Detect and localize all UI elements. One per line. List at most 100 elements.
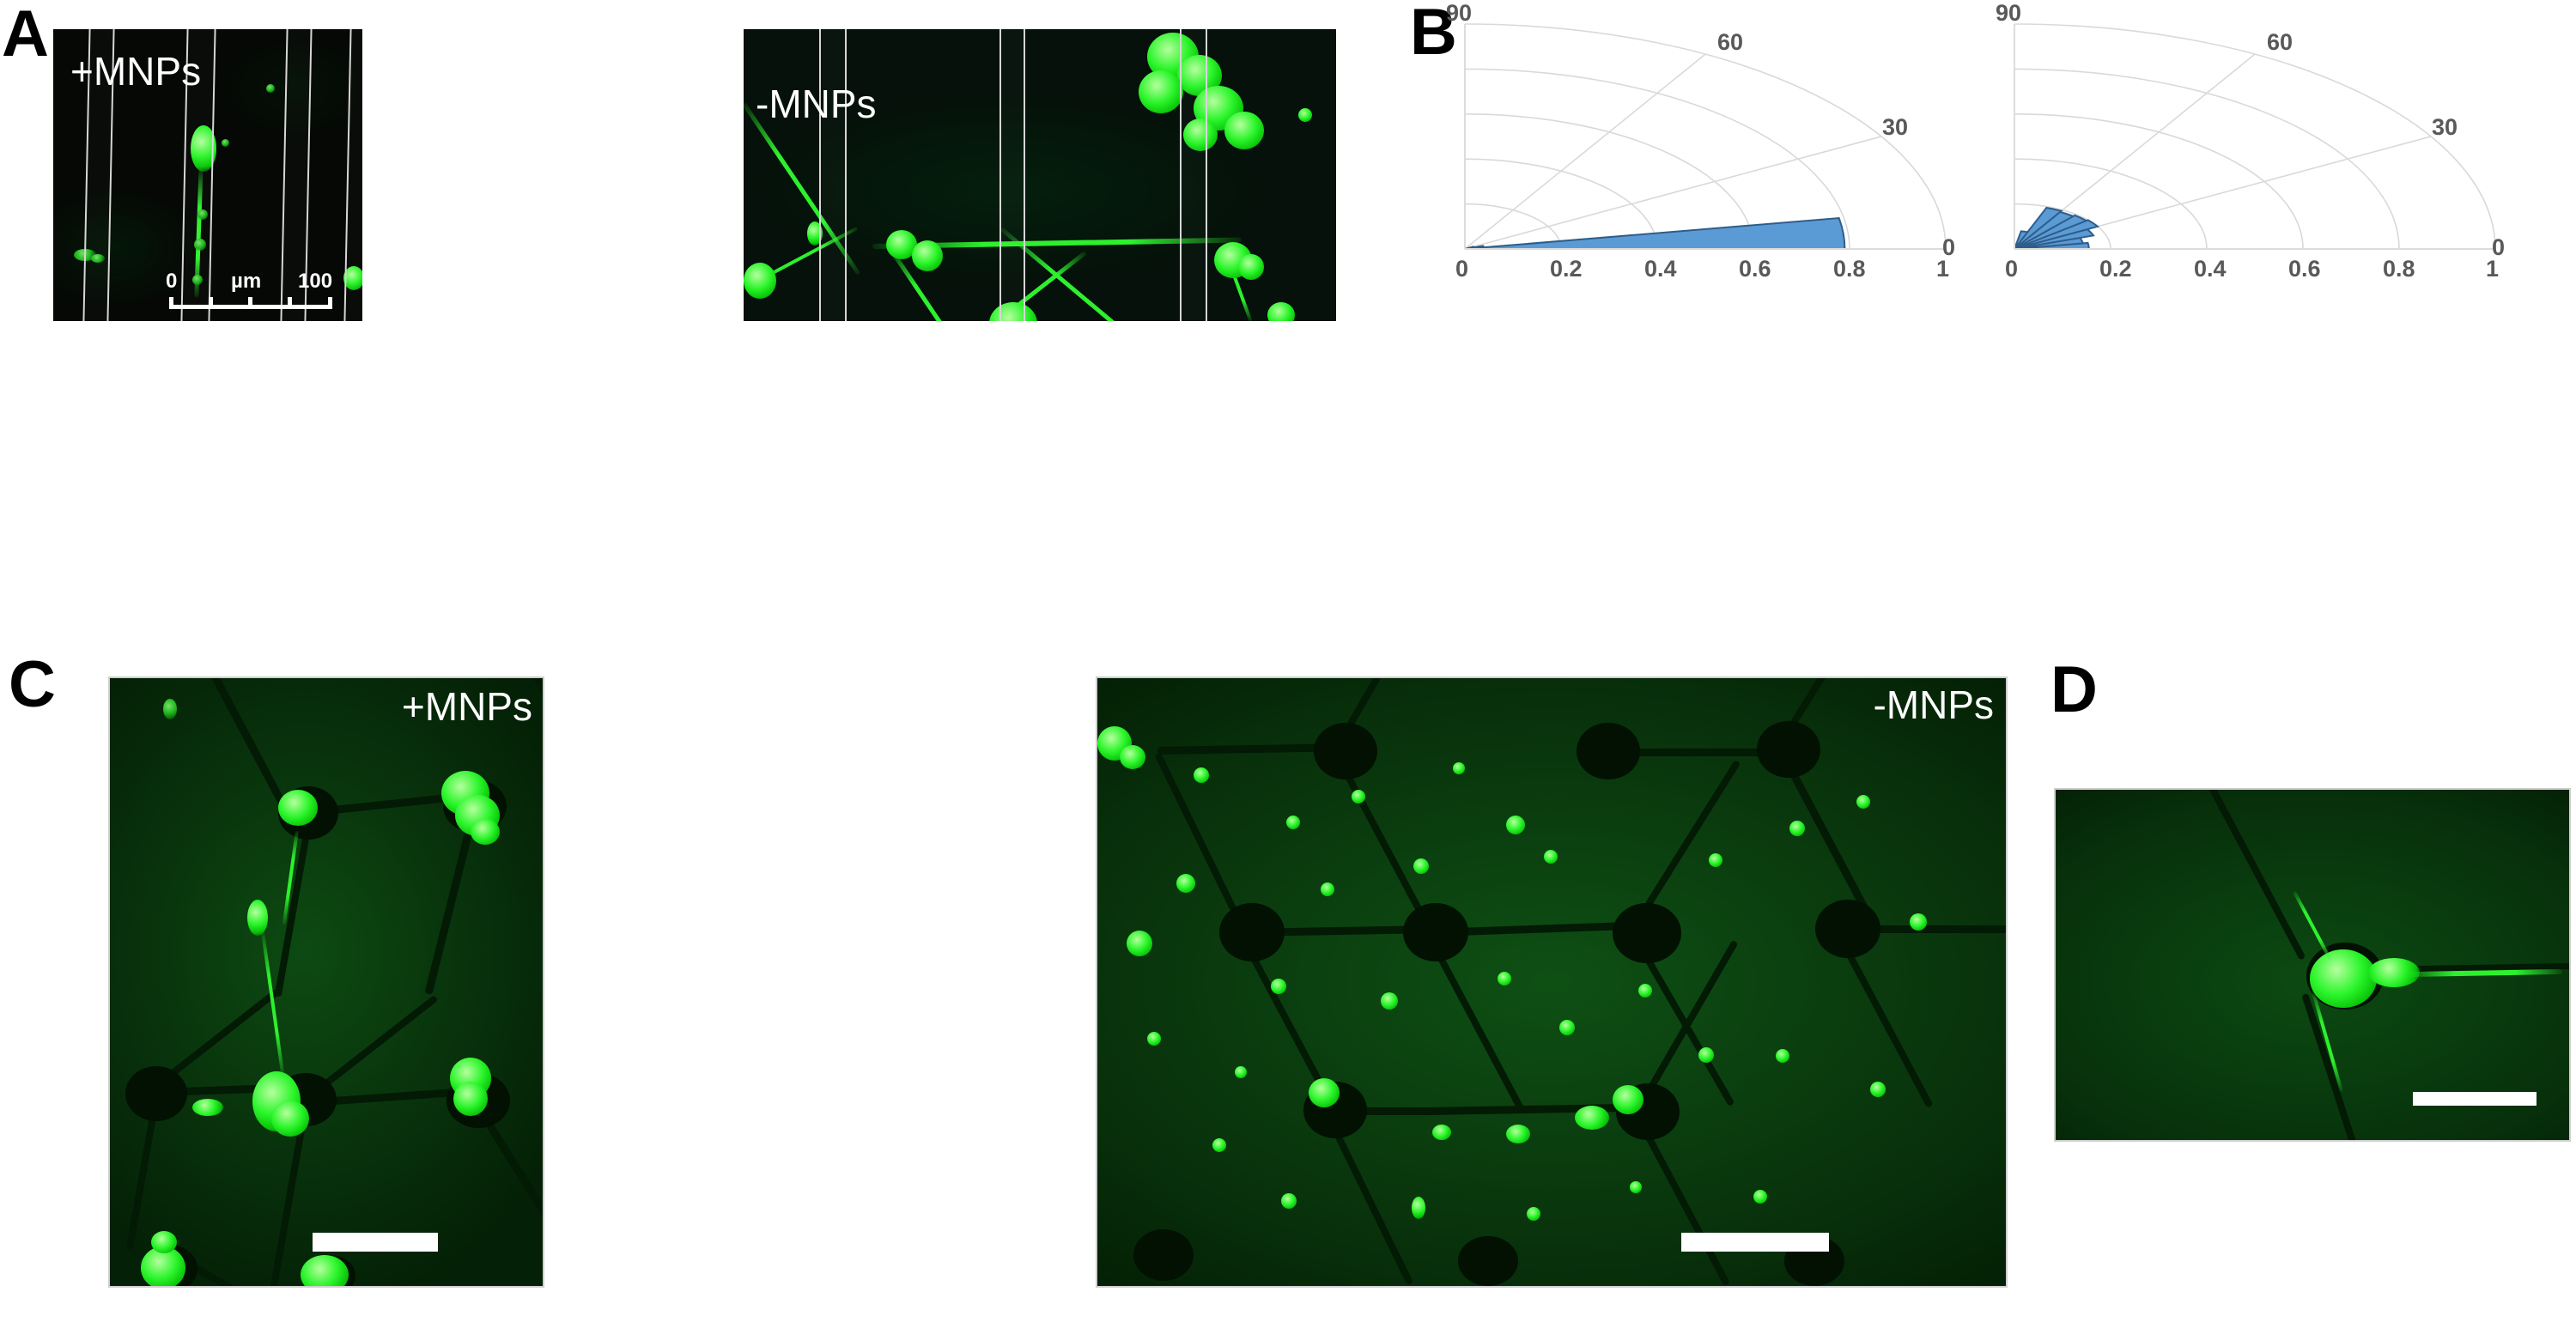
cell-body <box>1412 1197 1425 1219</box>
cell-body <box>1224 112 1264 149</box>
cell-body <box>1506 1125 1530 1143</box>
polar-right-angle-tick-90: 90 <box>1996 0 2022 26</box>
cell-body <box>1506 816 1525 834</box>
cell-body <box>192 275 203 285</box>
cell-body <box>191 125 216 172</box>
cell-body <box>1147 1032 1161 1046</box>
hexagon-node <box>1403 903 1468 961</box>
scalebar-end-label: 100 <box>298 270 333 293</box>
panel-a-left-micrograph: +MNPs 0 µm 100 <box>53 29 362 321</box>
polar-chart-left <box>1460 19 1958 268</box>
cell-body <box>1630 1181 1642 1193</box>
panel-letter-d: D <box>2050 653 2098 726</box>
polar-right-radial-tick-0: 0 <box>2005 256 2019 282</box>
polar-right-angle-tick-60: 60 <box>2267 29 2293 55</box>
cell-body <box>1698 1047 1714 1063</box>
polar-left-angle-tick-30: 30 <box>1882 114 1909 140</box>
cell-body <box>1194 767 1209 783</box>
panel-a-left-label: +MNPs <box>70 49 202 94</box>
cell-body <box>2310 949 2377 1008</box>
micrograph-background <box>110 678 543 1286</box>
scalebar-tick <box>248 297 252 309</box>
polar-right-angle-tick-0: 0 <box>2492 234 2506 260</box>
cell-body <box>278 790 318 826</box>
cell-body <box>1267 302 1295 321</box>
cell-body <box>222 139 229 147</box>
cell-body <box>453 1082 488 1116</box>
micrograph-background <box>1097 678 2006 1286</box>
polar-right-radial-tick-06: 0.6 <box>2288 256 2321 282</box>
cell-body <box>1176 874 1195 893</box>
hexagon-node <box>125 1066 187 1121</box>
panel-c-right-scalebar <box>1681 1233 1829 1252</box>
cell-body <box>1789 821 1805 836</box>
scalebar-start-label: 0 <box>166 270 178 293</box>
panel-letter-a: A <box>2 0 49 70</box>
cell-body <box>1638 984 1652 998</box>
panel-a-scalebar: 0 µm 100 <box>166 268 333 309</box>
cell-body <box>1527 1207 1540 1221</box>
hexagon-node <box>1458 1236 1518 1286</box>
polar-left-radial-tick-0: 0 <box>1455 256 1469 282</box>
panel-letter-b: B <box>1410 0 1457 69</box>
cell-body <box>744 263 776 299</box>
micrograph-background <box>744 29 1336 321</box>
cell-body <box>1432 1125 1451 1140</box>
stripe-roi <box>999 29 1025 321</box>
stripe-roi <box>1180 29 1207 321</box>
polar-left-radial-tick-02: 0.2 <box>1550 256 1583 282</box>
hexagon-node <box>1219 903 1285 961</box>
hexagon-node <box>1815 900 1880 958</box>
polar-left-angle-tick-0: 0 <box>1942 234 1956 260</box>
cell-body <box>1910 913 1927 931</box>
hexagon-node <box>1133 1229 1194 1281</box>
polar-left-angle-tick-60: 60 <box>1717 29 1744 55</box>
hexagon-node <box>1314 723 1377 779</box>
cell-body <box>1212 1138 1226 1152</box>
cell-body <box>1559 1020 1575 1035</box>
polar-right-radial-tick-04: 0.4 <box>2194 256 2227 282</box>
panel-d-micrograph <box>2054 788 2571 1142</box>
cell-body <box>807 221 823 246</box>
cell-body <box>91 254 105 263</box>
hexagon-node <box>1577 723 1640 779</box>
cell-body <box>74 249 96 261</box>
panel-a-right-micrograph: -MNPs <box>744 29 1336 321</box>
cell-body <box>1753 1190 1767 1204</box>
cell-body <box>1575 1106 1609 1130</box>
cell-body <box>1286 816 1300 829</box>
polar-chart-right <box>2009 19 2507 268</box>
panel-a-right-label: -MNPs <box>756 82 877 126</box>
polar-left-angle-tick-90: 90 <box>1446 0 1473 26</box>
cell-body <box>247 900 268 936</box>
cell-body <box>1127 931 1152 956</box>
scalebar-unit-label: µm <box>231 270 262 293</box>
cell-body <box>1281 1193 1297 1209</box>
panel-letter-c: C <box>9 648 56 721</box>
hexagon-edge <box>1595 749 1783 756</box>
cell-body <box>301 1255 349 1286</box>
panel-c-left-label: +MNPs <box>401 684 532 729</box>
stripe-roi <box>819 29 847 321</box>
cell-body <box>271 1101 309 1137</box>
hexagon-node <box>1613 903 1681 963</box>
panel-c-right-micrograph: -MNPs <box>1096 676 2008 1288</box>
cell-body <box>1870 1082 1886 1097</box>
polar-left-radial-tick-04: 0.4 <box>1644 256 1677 282</box>
polar-right-angle-tick-30: 30 <box>2432 114 2458 140</box>
cell-body <box>163 699 177 719</box>
cell-body <box>1381 992 1398 1010</box>
cell-body <box>1183 118 1218 151</box>
panel-c-left-micrograph: +MNPs <box>108 676 544 1288</box>
scalebar-tick <box>209 297 213 309</box>
micrograph-background <box>53 29 362 321</box>
cell-body <box>1776 1049 1789 1063</box>
cell-body <box>1856 795 1870 809</box>
hexagon-node <box>1757 721 1820 778</box>
panel-c-right-label: -MNPs <box>1873 682 1994 727</box>
cell-body <box>343 266 362 290</box>
polar-left-radial-tick-08: 0.8 <box>1833 256 1866 282</box>
panel-c-left-scalebar <box>313 1233 438 1252</box>
polar-right-radial-tick-02: 0.2 <box>2099 256 2132 282</box>
cell-body <box>1613 1085 1643 1114</box>
